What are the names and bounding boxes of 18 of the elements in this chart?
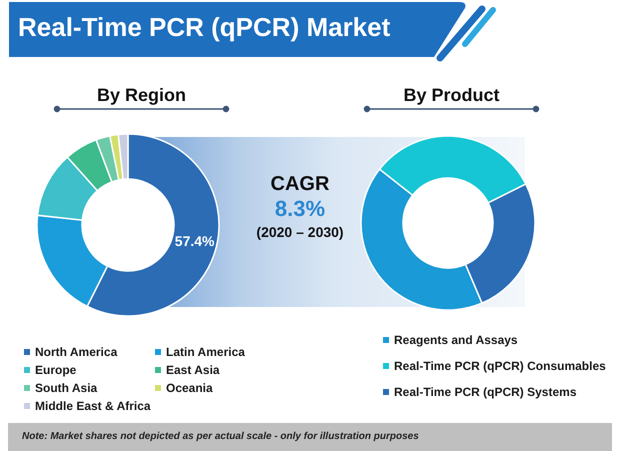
chart-title: By Region — [96, 84, 187, 106]
legend-label: North America — [35, 345, 118, 359]
text: Real-Time PCR (qPCR) Market — [18, 12, 390, 42]
legend-label: Middle East & Africa — [35, 399, 151, 413]
legend-label: Real-Time PCR (qPCR) Systems — [394, 385, 576, 399]
legend-label: Europe — [35, 363, 76, 377]
legend-label: South Asia — [35, 381, 98, 395]
legend-label: Real-Time PCR (qPCR) Consumables — [394, 359, 606, 373]
legend-label: Reagents and Assays — [394, 333, 518, 347]
legend-label: Oceania — [166, 381, 213, 395]
text: CAGR — [270, 172, 330, 196]
text: Note: Market shares not depicted as per actual scale - only for illustration purposes — [22, 431, 419, 442]
text: (2020 – 2030) — [256, 223, 344, 242]
legend-label: East Asia — [166, 363, 220, 377]
chart-title: By Product — [402, 84, 500, 106]
data-label: 57.4% — [174, 232, 216, 249]
legend-label: Latin America — [166, 345, 245, 359]
text: 8.3% — [274, 196, 326, 222]
